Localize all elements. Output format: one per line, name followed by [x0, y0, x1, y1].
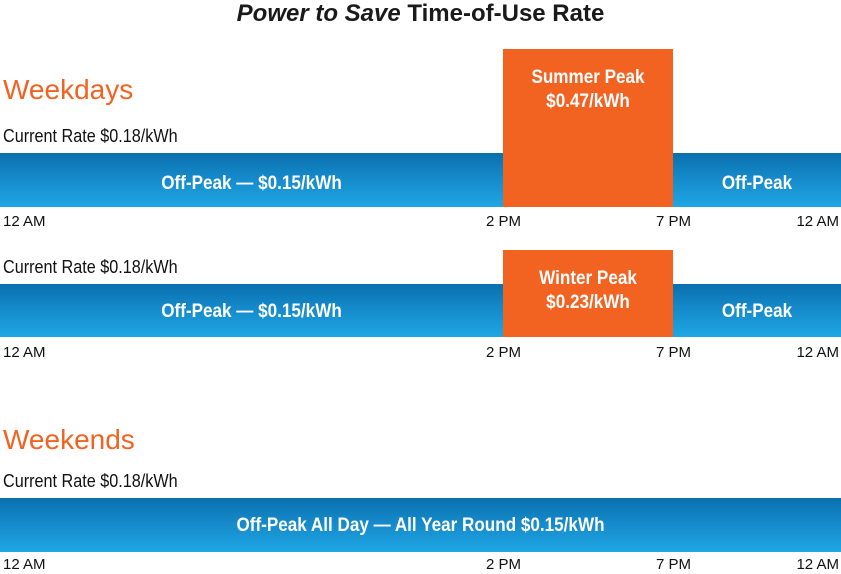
current-rate-weekend: Current Rate $0.18/kWh	[3, 471, 178, 491]
section-weekdays: Weekdays	[3, 74, 134, 105]
tick-12am-end-1: 12 AM	[796, 213, 839, 230]
chart-title-rest: Time-of-Use Rate	[400, 0, 605, 27]
rate-bar-winter	[0, 284, 841, 337]
off-peak-right-summer: Off-Peak	[721, 173, 793, 194]
rate-bar-weekend	[0, 498, 841, 552]
tick-12am-start-3: 12 AM	[3, 556, 46, 573]
current-rate-winter: Current Rate $0.18/kWh	[3, 257, 178, 277]
off-peak-all-day: Off-Peak All Day — All Year Round $0.15/…	[236, 515, 605, 536]
off-peak-left-winter: Off-Peak — $0.15/kWh	[161, 301, 342, 322]
summer-peak-block: Summer Peak $0.47/kWh	[503, 49, 673, 207]
tick-12am-start-1: 12 AM	[3, 213, 46, 230]
tick-12am-end-2: 12 AM	[796, 344, 839, 361]
chart-title-italic: Power to Save	[236, 0, 401, 27]
winter-peak-block: Winter Peak $0.23/kWh	[503, 250, 673, 337]
tick-2pm-3: 2 PM	[486, 556, 522, 573]
winter-peak-label: Winter Peak	[539, 268, 637, 289]
summer-peak-rate: $0.47/kWh	[546, 91, 630, 112]
winter-peak-rate: $0.23/kWh	[546, 292, 630, 313]
tick-7pm-1: 7 PM	[656, 213, 692, 230]
current-rate-summer: Current Rate $0.18/kWh	[3, 126, 178, 146]
section-weekends: Weekends	[3, 424, 135, 455]
off-peak-left-summer: Off-Peak — $0.15/kWh	[161, 173, 342, 194]
tick-12am-end-3: 12 AM	[796, 556, 839, 573]
tick-2pm-1: 2 PM	[486, 213, 522, 230]
rate-bar-summer	[0, 153, 841, 207]
tick-2pm-2: 2 PM	[486, 344, 522, 361]
chart-title: Power to Save Time-of-Use Rate	[0, 0, 841, 28]
off-peak-right-winter: Off-Peak	[721, 301, 793, 322]
tick-7pm-2: 7 PM	[656, 344, 692, 361]
summer-peak-label: Summer Peak	[531, 67, 645, 88]
tick-7pm-3: 7 PM	[656, 556, 692, 573]
tick-12am-start-2: 12 AM	[3, 344, 46, 361]
